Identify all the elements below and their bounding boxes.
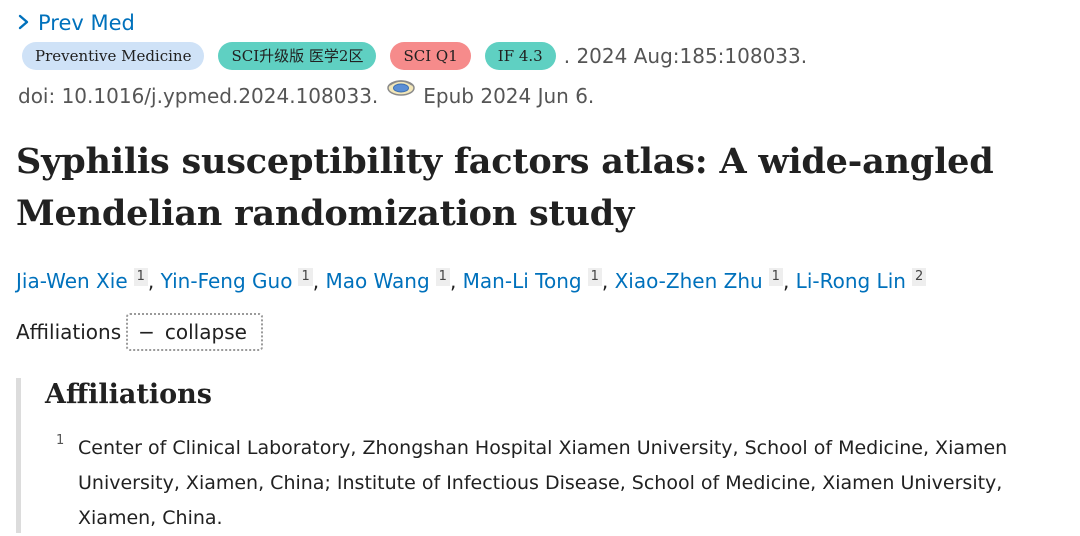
affiliation-text: Center of Clinical Laboratory, Zhongshan… xyxy=(78,437,1008,529)
minus-icon: − xyxy=(138,320,155,344)
affiliations-heading: Affiliations xyxy=(45,379,212,410)
author-link[interactable]: Yin-Feng Guo xyxy=(160,269,293,293)
journal-name-badge[interactable]: Preventive Medicine xyxy=(22,42,205,70)
affiliations-panel: Affiliations 1 Center of Clinical Labora… xyxy=(16,378,1065,533)
author-item: Jia-Wen Xie 1, xyxy=(16,268,161,293)
citation-date-volume: . 2024 Aug:185:108033. xyxy=(563,44,808,68)
epub-icon[interactable] xyxy=(386,78,416,102)
affiliation-ref[interactable]: 2 xyxy=(911,268,927,286)
affiliations-toggle-row: Affiliations − collapse xyxy=(16,313,263,351)
author-separator: , xyxy=(312,269,326,293)
author-list: Jia-Wen Xie 1, Yin-Feng Guo 1, Mao Wang 1, … xyxy=(16,266,927,296)
author-link[interactable]: Mao Wang xyxy=(325,269,430,293)
collapse-button-label: collapse xyxy=(164,320,247,344)
author-separator: , xyxy=(782,269,796,293)
journal-link-label[interactable]: Prev Med xyxy=(38,11,135,35)
impact-factor-badge: IF 4.3 xyxy=(484,42,556,70)
article-title: Syphilis susceptibility factors atlas: A… xyxy=(16,141,994,234)
chevron-right-icon xyxy=(18,9,30,37)
journal-link[interactable]: Prev Med xyxy=(18,9,135,37)
author-item: Yin-Feng Guo 1, xyxy=(160,268,326,293)
author-link[interactable]: Li-Rong Lin xyxy=(795,269,906,293)
affiliation-ref[interactable]: 1 xyxy=(435,268,450,286)
sci-rank-badge: SCI升级版 医学2区 xyxy=(218,42,377,70)
author-link[interactable]: Man-Li Tong xyxy=(462,269,582,293)
doi-row: doi: 10.1016/j.ypmed.2024.108033. Epub 2… xyxy=(18,78,595,111)
doi-text: doi: 10.1016/j.ypmed.2024.108033. xyxy=(18,84,379,108)
affiliation-number: 1 xyxy=(56,433,65,448)
author-item: Li-Rong Lin 2 xyxy=(795,268,927,293)
affiliation-ref[interactable]: 1 xyxy=(298,268,313,286)
affiliations-label: Affiliations xyxy=(16,320,122,344)
collapse-button[interactable]: − collapse xyxy=(126,313,263,351)
author-link[interactable]: Xiao-Zhen Zhu xyxy=(614,269,763,293)
author-separator: , xyxy=(147,269,161,293)
affiliation-ref[interactable]: 1 xyxy=(587,268,602,286)
author-separator: , xyxy=(449,269,463,293)
author-link[interactable]: Jia-Wen Xie xyxy=(16,269,128,293)
affiliation-ref[interactable]: 1 xyxy=(133,268,148,286)
author-item: Mao Wang 1, xyxy=(325,268,463,293)
author-item: Man-Li Tong 1, xyxy=(462,268,615,293)
epub-date: Epub 2024 Jun 6. xyxy=(423,84,595,108)
citation-meta-row: Preventive Medicine SCI升级版 医学2区 SCI Q1 I… xyxy=(22,42,807,70)
sci-quartile-badge: SCI Q1 xyxy=(390,42,471,70)
author-item: Xiao-Zhen Zhu 1, xyxy=(614,268,796,293)
author-separator: , xyxy=(601,269,615,293)
affiliation-ref[interactable]: 1 xyxy=(768,268,783,286)
